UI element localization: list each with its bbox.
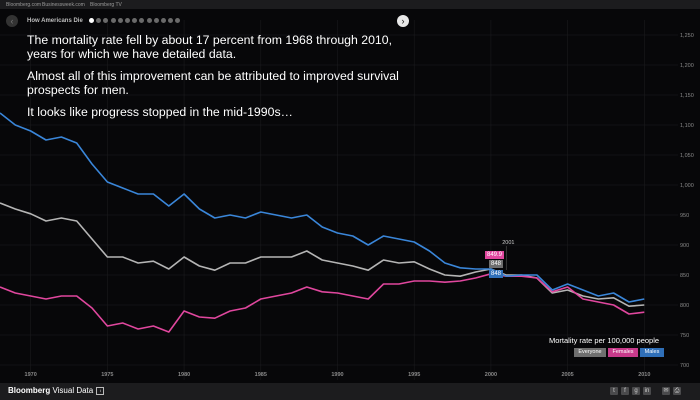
x-tick-label: 1980 (178, 372, 190, 378)
slide-dot[interactable] (175, 18, 181, 23)
callout-year-label: 2001 (502, 240, 514, 246)
narrative-text: The mortality rate fell by about 17 perc… (27, 33, 407, 127)
y-tick-label: 950 (680, 213, 689, 219)
top-site-bar: Bloomberg.com Businessweek.com Bloomberg… (0, 0, 700, 9)
slide-dot[interactable] (110, 18, 116, 23)
y-tick-label: 750 (680, 333, 689, 339)
slide-dot[interactable] (168, 18, 174, 23)
legend-title: Mortality rate per 100,000 people (549, 336, 660, 345)
slide-dot[interactable] (132, 18, 138, 23)
chevron-right-icon: › (401, 16, 405, 26)
chevron-left-icon: ‹ (10, 16, 14, 26)
slide-dot[interactable] (96, 18, 102, 23)
legend-item-females[interactable]: Females (608, 348, 638, 357)
next-slide-button[interactable]: › (397, 15, 409, 27)
x-tick-label: 2000 (485, 372, 497, 378)
series-line-males (0, 112, 645, 303)
info-icon[interactable]: i (96, 386, 105, 395)
y-tick-label: 1,250 (680, 33, 694, 39)
y-tick-label: 1,150 (680, 93, 694, 99)
bloomberg-com-link[interactable]: Bloomberg.com (6, 1, 42, 8)
y-tick-label: 800 (680, 303, 689, 309)
slide-dot[interactable] (125, 18, 130, 23)
twitter-icon[interactable]: t (610, 387, 618, 395)
legend-item-everyone[interactable]: Everyone (574, 348, 606, 357)
x-tick-label: 1990 (331, 372, 343, 378)
x-tick-label: 1995 (408, 372, 420, 378)
slide-dot[interactable] (153, 18, 159, 23)
narrative-paragraph: The mortality rate fell by about 17 perc… (27, 33, 393, 61)
slide-dot[interactable] (139, 18, 145, 23)
slide-dot[interactable] (117, 18, 123, 23)
x-axis-ticks: 1970 1975 1980 1985 1990 1995 2000 2005 2010 (25, 372, 651, 378)
story-navigation: ‹ How Americans Die › (0, 9, 700, 32)
footer-bar: Bloomberg Visual Data i t f g in ✉ ⎙ (0, 383, 700, 400)
callout-layer: 2001 (502, 240, 515, 270)
x-tick-label: 2005 (561, 372, 573, 378)
google-plus-icon[interactable]: g (632, 387, 640, 395)
y-tick-label: 900 (680, 243, 689, 249)
series-line-everyone (0, 202, 645, 308)
callout-males-value: 848 (489, 270, 504, 278)
slide-dot[interactable] (103, 18, 109, 23)
callout-everyone-value: 848 (489, 260, 504, 268)
series-lines (0, 112, 645, 333)
slide-dot[interactable] (89, 18, 94, 23)
y-tick-label: 1,000 (680, 183, 694, 189)
facebook-icon[interactable]: f (621, 387, 629, 395)
previous-slide-button[interactable]: ‹ (6, 15, 18, 27)
series-line-females (0, 272, 645, 333)
x-tick-label: 1975 (101, 372, 113, 378)
bloomberg-tv-link[interactable]: Bloomberg TV (90, 1, 122, 8)
story-title[interactable]: How Americans Die (27, 18, 83, 24)
y-tick-label: 700 (680, 363, 689, 369)
callout-females-value: 849.9 (485, 251, 505, 259)
x-tick-label: 1970 (25, 372, 37, 378)
print-icon[interactable]: ⎙ (673, 387, 681, 395)
linkedin-icon[interactable]: in (643, 387, 651, 395)
y-tick-label: 850 (680, 273, 689, 279)
email-icon[interactable]: ✉ (662, 387, 670, 395)
slide-dot[interactable] (146, 18, 152, 23)
grid-layer (0, 20, 678, 380)
bloomberg-visual-data-logo[interactable]: Bloomberg Visual Data i (8, 386, 105, 395)
y-tick-label: 1,050 (680, 153, 694, 159)
narrative-paragraph: It looks like progress stopped in the mi… (27, 105, 293, 119)
y-tick-label: 1,200 (680, 63, 694, 69)
y-tick-label: 1,100 (680, 123, 694, 129)
legend-item-males[interactable]: Males (640, 348, 664, 357)
slide-dot[interactable] (161, 18, 166, 23)
x-tick-label: 1985 (255, 372, 267, 378)
y-axis-ticks: 700 750 800 850 900 950 1,000 1,050 1,100 1,150 1,… (680, 33, 694, 369)
x-tick-label: 2010 (638, 372, 650, 378)
narrative-paragraph: Almost all of this improvement can be at… (27, 69, 399, 97)
businessweek-link[interactable]: Businessweek.com (42, 1, 85, 8)
